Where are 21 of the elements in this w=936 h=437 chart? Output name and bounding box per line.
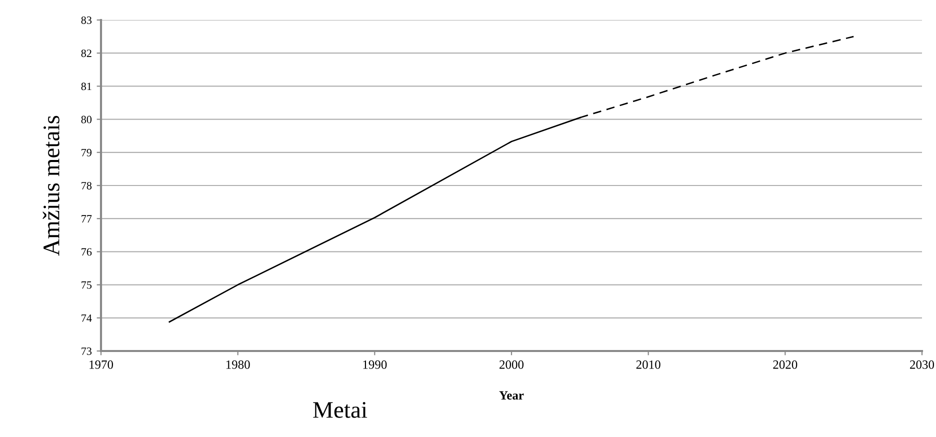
x-tick-label: 2010 xyxy=(636,360,660,369)
y-tick-label: 82 xyxy=(81,50,92,58)
x-tick-label: 1990 xyxy=(363,360,387,369)
text: Metai xyxy=(313,402,368,418)
y-tick-label: 79 xyxy=(82,148,92,156)
y-axis-title: Amžius metais xyxy=(42,116,60,256)
x-tick-label: 1980 xyxy=(226,360,250,369)
y-tick-label: 80 xyxy=(81,116,92,124)
y-tick-label: 75 xyxy=(82,281,92,289)
y-tick-label: 78 xyxy=(82,182,92,190)
x-tick-label: 2030 xyxy=(910,360,934,369)
x-tick-label: 1970 xyxy=(90,360,114,369)
y-tick-label: 81 xyxy=(81,82,92,90)
x-tick-label: 2020 xyxy=(773,360,798,369)
y-tick-label: 73 xyxy=(82,347,92,355)
y-tick-label: 83 xyxy=(81,16,92,24)
y-tick-label: 77 xyxy=(82,215,92,222)
y-tick-label: 74 xyxy=(82,314,92,322)
y-tick-label: 76 xyxy=(82,248,92,256)
x-tick-label: 2000 xyxy=(500,360,524,369)
x-axis-title: Year xyxy=(499,391,524,400)
